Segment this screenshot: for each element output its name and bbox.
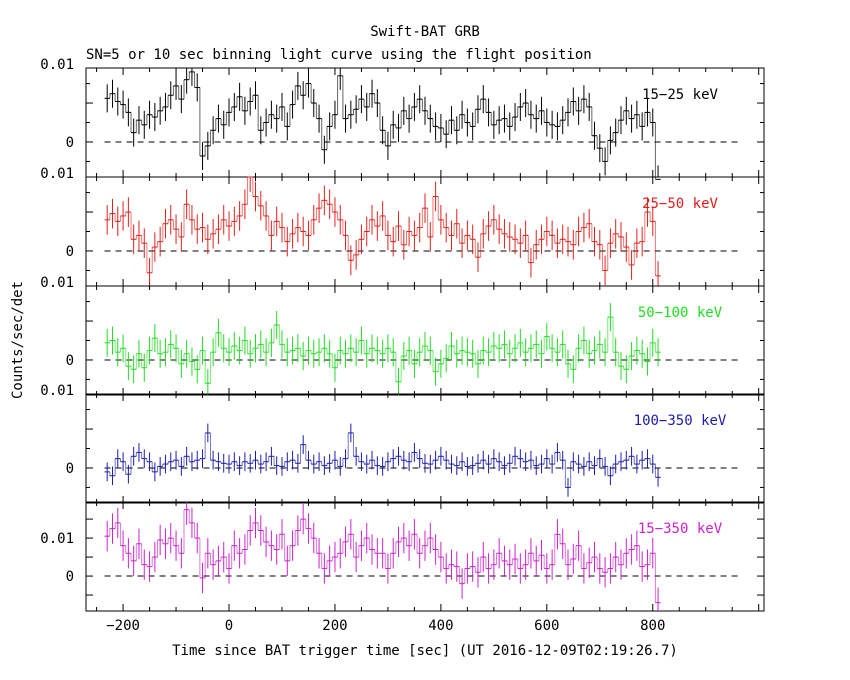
series-4 — [104, 423, 661, 497]
y-tick-label: 0.01 — [40, 531, 74, 547]
panel-2: 0 0.01 25−50 keV — [40, 166, 765, 287]
x-tick-label: 600 — [534, 618, 559, 634]
band-label: 15−350 keV — [638, 521, 723, 537]
y-tick-label: 0 — [66, 353, 74, 369]
panel-3: 0 0.01 50−100 keV — [40, 275, 765, 396]
x-tick-label: 200 — [322, 618, 347, 634]
x-axis-label: Time since BAT trigger time [sec] (UT 20… — [172, 643, 678, 659]
series-3 — [104, 303, 661, 395]
x-tick-label: 400 — [428, 618, 453, 634]
band-label: 25−50 keV — [642, 196, 718, 212]
series-1 — [104, 68, 661, 180]
series-2 — [104, 176, 661, 286]
band-label: 50−100 keV — [638, 305, 723, 321]
band-label: 15−25 keV — [642, 87, 718, 103]
panel-5: 0 0.01 15−350 keV −200 0 200 400 600 800 — [40, 501, 765, 634]
panel-frame — [85, 501, 765, 612]
y-axis-label: Counts/sec/det — [10, 281, 26, 399]
y-tick-label: 0 — [66, 244, 74, 260]
y-tick-label: 0.01 — [40, 57, 74, 73]
band-label: 100−350 keV — [634, 413, 727, 429]
panel-frame — [85, 393, 765, 504]
chart-subtitle: SN=5 or 10 sec binning light curve using… — [86, 47, 592, 63]
series-5 — [104, 502, 661, 611]
y-tick-label: 0.01 — [40, 166, 74, 182]
y-tick-label: 0 — [66, 135, 74, 151]
x-tick-label: 800 — [640, 618, 665, 634]
y-tick-label: 0.01 — [40, 275, 74, 291]
x-tick-label: −200 — [106, 618, 140, 634]
y-tick-label: 0 — [66, 461, 74, 477]
panels-group: 0 0.01 15−25 keV 0 0.01 25−50 keV 0 0.01 50−100 … — [40, 57, 765, 634]
chart-title: Swift-BAT GRB — [370, 24, 480, 40]
y-tick-label: 0.01 — [40, 383, 74, 399]
panel-4: 0 0.01 100−350 keV — [40, 383, 765, 504]
y-tick-label: 0 — [66, 569, 74, 585]
panel-1: 0 0.01 15−25 keV — [40, 57, 765, 180]
x-tick-label: 0 — [225, 618, 233, 634]
